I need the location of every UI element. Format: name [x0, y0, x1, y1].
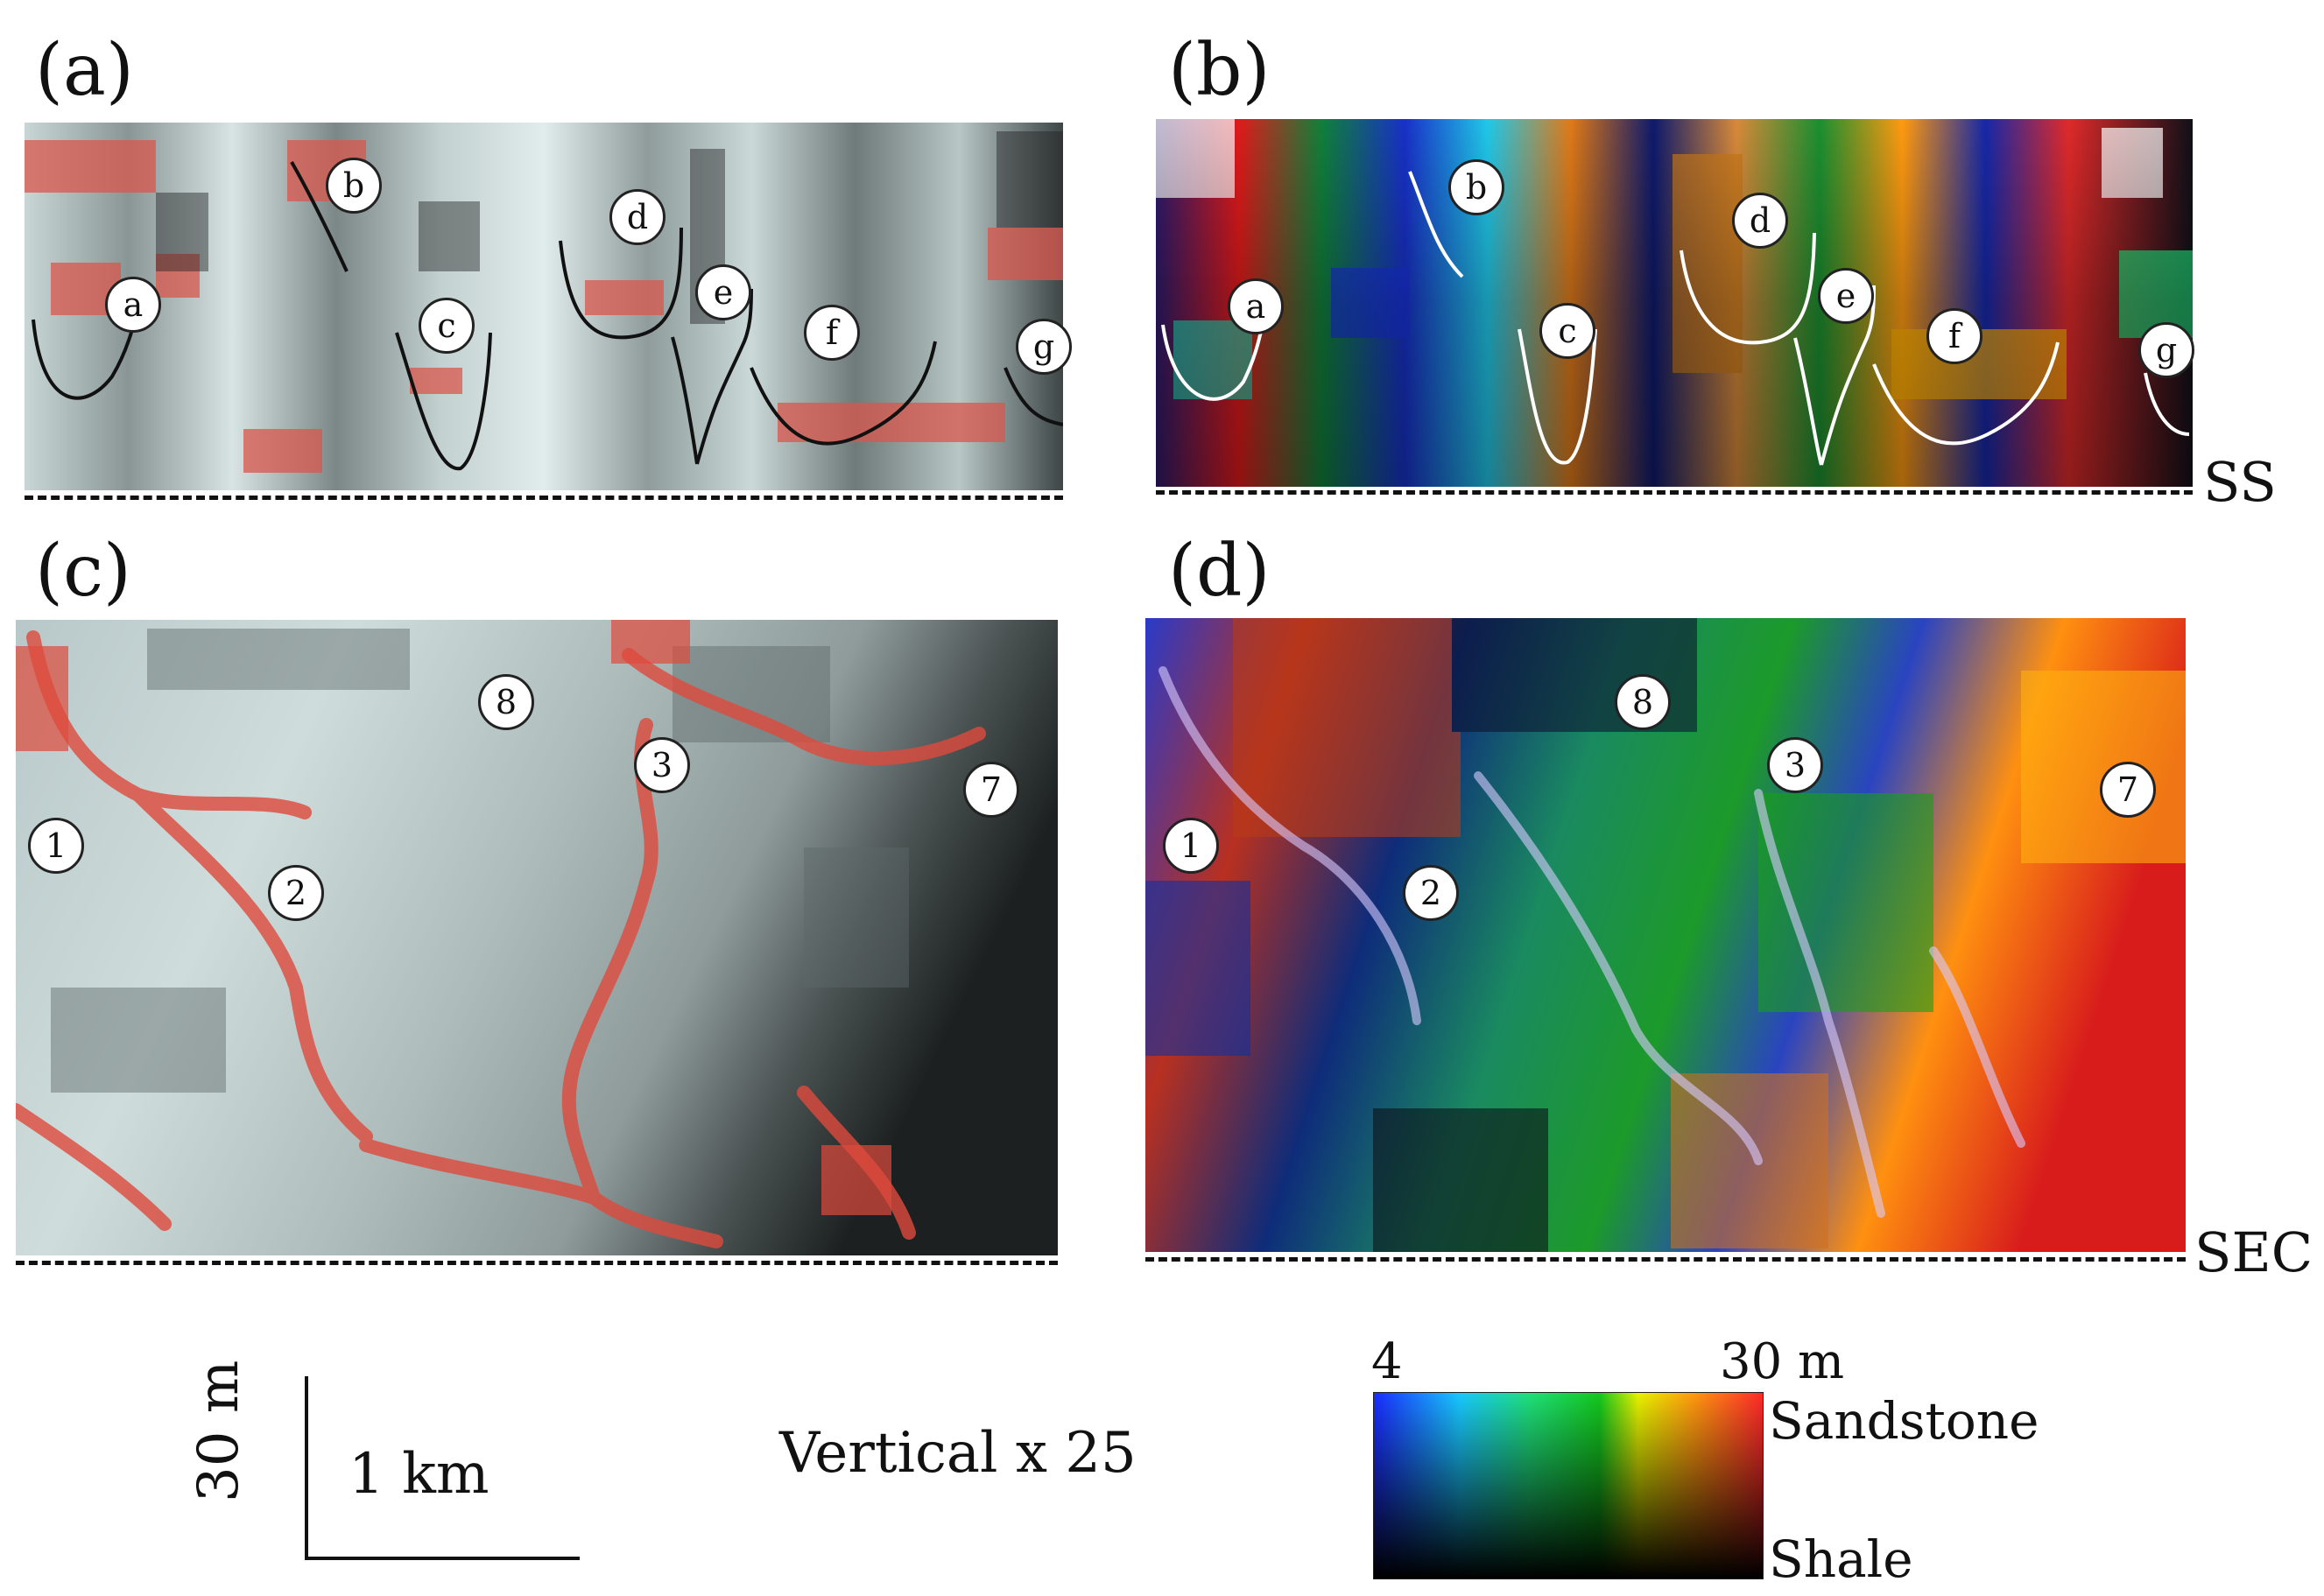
marker-7-panel-d: 7	[2100, 762, 2156, 818]
panel-label-c: (c)	[35, 530, 131, 613]
marker-d-panel-a: d	[609, 189, 666, 245]
ss-label: SS	[2203, 450, 2277, 514]
marker-2-panel-d: 2	[1403, 865, 1459, 921]
panel-b-baseline	[1156, 490, 2193, 495]
panel-label-b: (b)	[1168, 29, 1271, 112]
marker-a-panel-b: a	[1228, 278, 1284, 334]
panel-label-a: (a)	[35, 29, 134, 112]
marker-g-panel-a: g	[1016, 319, 1072, 375]
scale-horizontal-label: 1 km	[349, 1442, 489, 1507]
vertical-exaggeration-label: Vertical x 25	[779, 1421, 1137, 1486]
panel-a-section-image	[25, 123, 1063, 490]
marker-b-panel-b: b	[1448, 159, 1504, 215]
marker-1-panel-d: 1	[1163, 818, 1219, 874]
panel-label-d: (d)	[1168, 530, 1271, 613]
sec-label: SEC	[2194, 1220, 2313, 1284]
panel-b-section-image	[1156, 119, 2193, 487]
colorbar-max-label: 30 m	[1720, 1333, 1845, 1390]
marker-7-panel-c: 7	[963, 762, 1019, 818]
marker-e-panel-b: e	[1818, 268, 1874, 324]
marker-f-panel-a: f	[804, 305, 860, 361]
marker-3-panel-c: 3	[634, 737, 690, 793]
marker-d-panel-b: d	[1732, 193, 1788, 249]
marker-g-panel-b: g	[2138, 322, 2194, 378]
marker-a-panel-a: a	[105, 277, 161, 333]
colorbar-bottom-label: Shale	[1769, 1529, 1913, 1589]
colorbar-min-label: 4	[1371, 1333, 1403, 1390]
marker-f-panel-b: f	[1926, 308, 1982, 364]
panel-a-baseline	[25, 496, 1063, 500]
panel-c-baseline	[16, 1261, 1058, 1265]
marker-3-panel-d: 3	[1767, 737, 1823, 793]
scale-vertical-label: 30 m	[187, 1360, 251, 1502]
marker-1-panel-c: 1	[28, 818, 84, 874]
marker-8-panel-d: 8	[1615, 674, 1671, 730]
panel-d-map-image	[1145, 618, 2186, 1252]
colorbar-top-label: Sandstone	[1769, 1391, 2039, 1451]
panel-c-map-image	[16, 620, 1058, 1255]
marker-8-panel-c: 8	[478, 674, 534, 730]
colorbar	[1373, 1392, 1764, 1579]
marker-2-panel-c: 2	[268, 865, 324, 921]
panel-d-baseline	[1145, 1257, 2186, 1262]
marker-b-panel-a: b	[326, 158, 382, 214]
colorbar-darkness-gradient	[1374, 1393, 1763, 1578]
marker-e-panel-a: e	[695, 264, 751, 320]
marker-c-panel-a: c	[419, 298, 475, 354]
marker-c-panel-b: c	[1539, 303, 1595, 359]
